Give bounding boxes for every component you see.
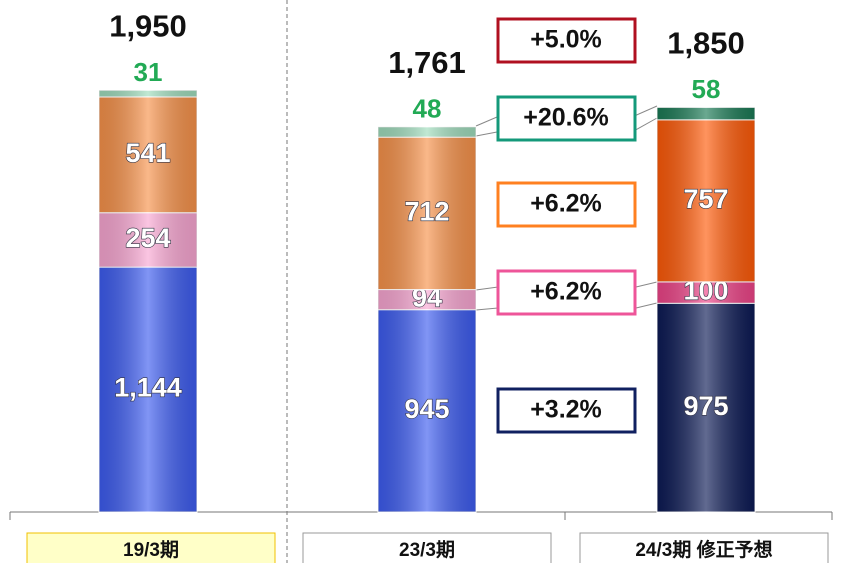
total-label: 1,761 <box>388 45 466 80</box>
bar-shine <box>99 267 197 512</box>
growth-label: +20.6% <box>523 104 609 132</box>
x-tick-label: 23/3期 <box>399 539 455 561</box>
growth-label: +3.2% <box>530 396 602 424</box>
category-box <box>26 532 276 563</box>
bar-shine <box>378 137 476 290</box>
segment-label: 541 <box>125 138 170 168</box>
axis-ticks <box>9 512 833 520</box>
segment-label: 58 <box>692 74 721 104</box>
segment-label: 48 <box>413 94 442 124</box>
bar-shine <box>99 96 197 213</box>
connectors <box>475 105 658 311</box>
bar-shine <box>657 119 755 282</box>
segment-label: 31 <box>134 57 163 87</box>
bar-shine <box>657 281 755 304</box>
segment-label: 712 <box>404 196 449 226</box>
bar-shine <box>99 212 197 268</box>
bar-shine <box>378 309 476 512</box>
bar-shine <box>657 303 755 512</box>
segment-label: 945 <box>404 394 449 424</box>
x-tick-label: 19/3期 <box>123 539 179 561</box>
bar-shine <box>378 289 476 310</box>
x-tick-label: 24/3期 修正予想 <box>635 538 772 561</box>
growth-label: +6.2% <box>530 190 602 218</box>
segment-label: 1,144 <box>114 373 182 403</box>
segment-label: 254 <box>125 223 170 253</box>
category-box <box>579 532 829 563</box>
bar-shine <box>657 107 755 120</box>
total-label: 1,850 <box>667 26 745 61</box>
growth-box <box>496 95 637 142</box>
total-label: 1,950 <box>109 8 187 43</box>
bar-shine <box>378 126 476 138</box>
segment-label: 757 <box>683 184 728 214</box>
growth-label: +5.0% <box>530 26 602 54</box>
bar-shine <box>99 90 197 97</box>
growth-box <box>496 181 637 228</box>
growth-box <box>496 269 637 316</box>
growth-box <box>496 387 637 434</box>
growth-label: +6.2% <box>530 278 602 306</box>
growth-box <box>496 17 637 64</box>
category-box <box>302 532 552 563</box>
segment-label: 975 <box>683 391 728 421</box>
